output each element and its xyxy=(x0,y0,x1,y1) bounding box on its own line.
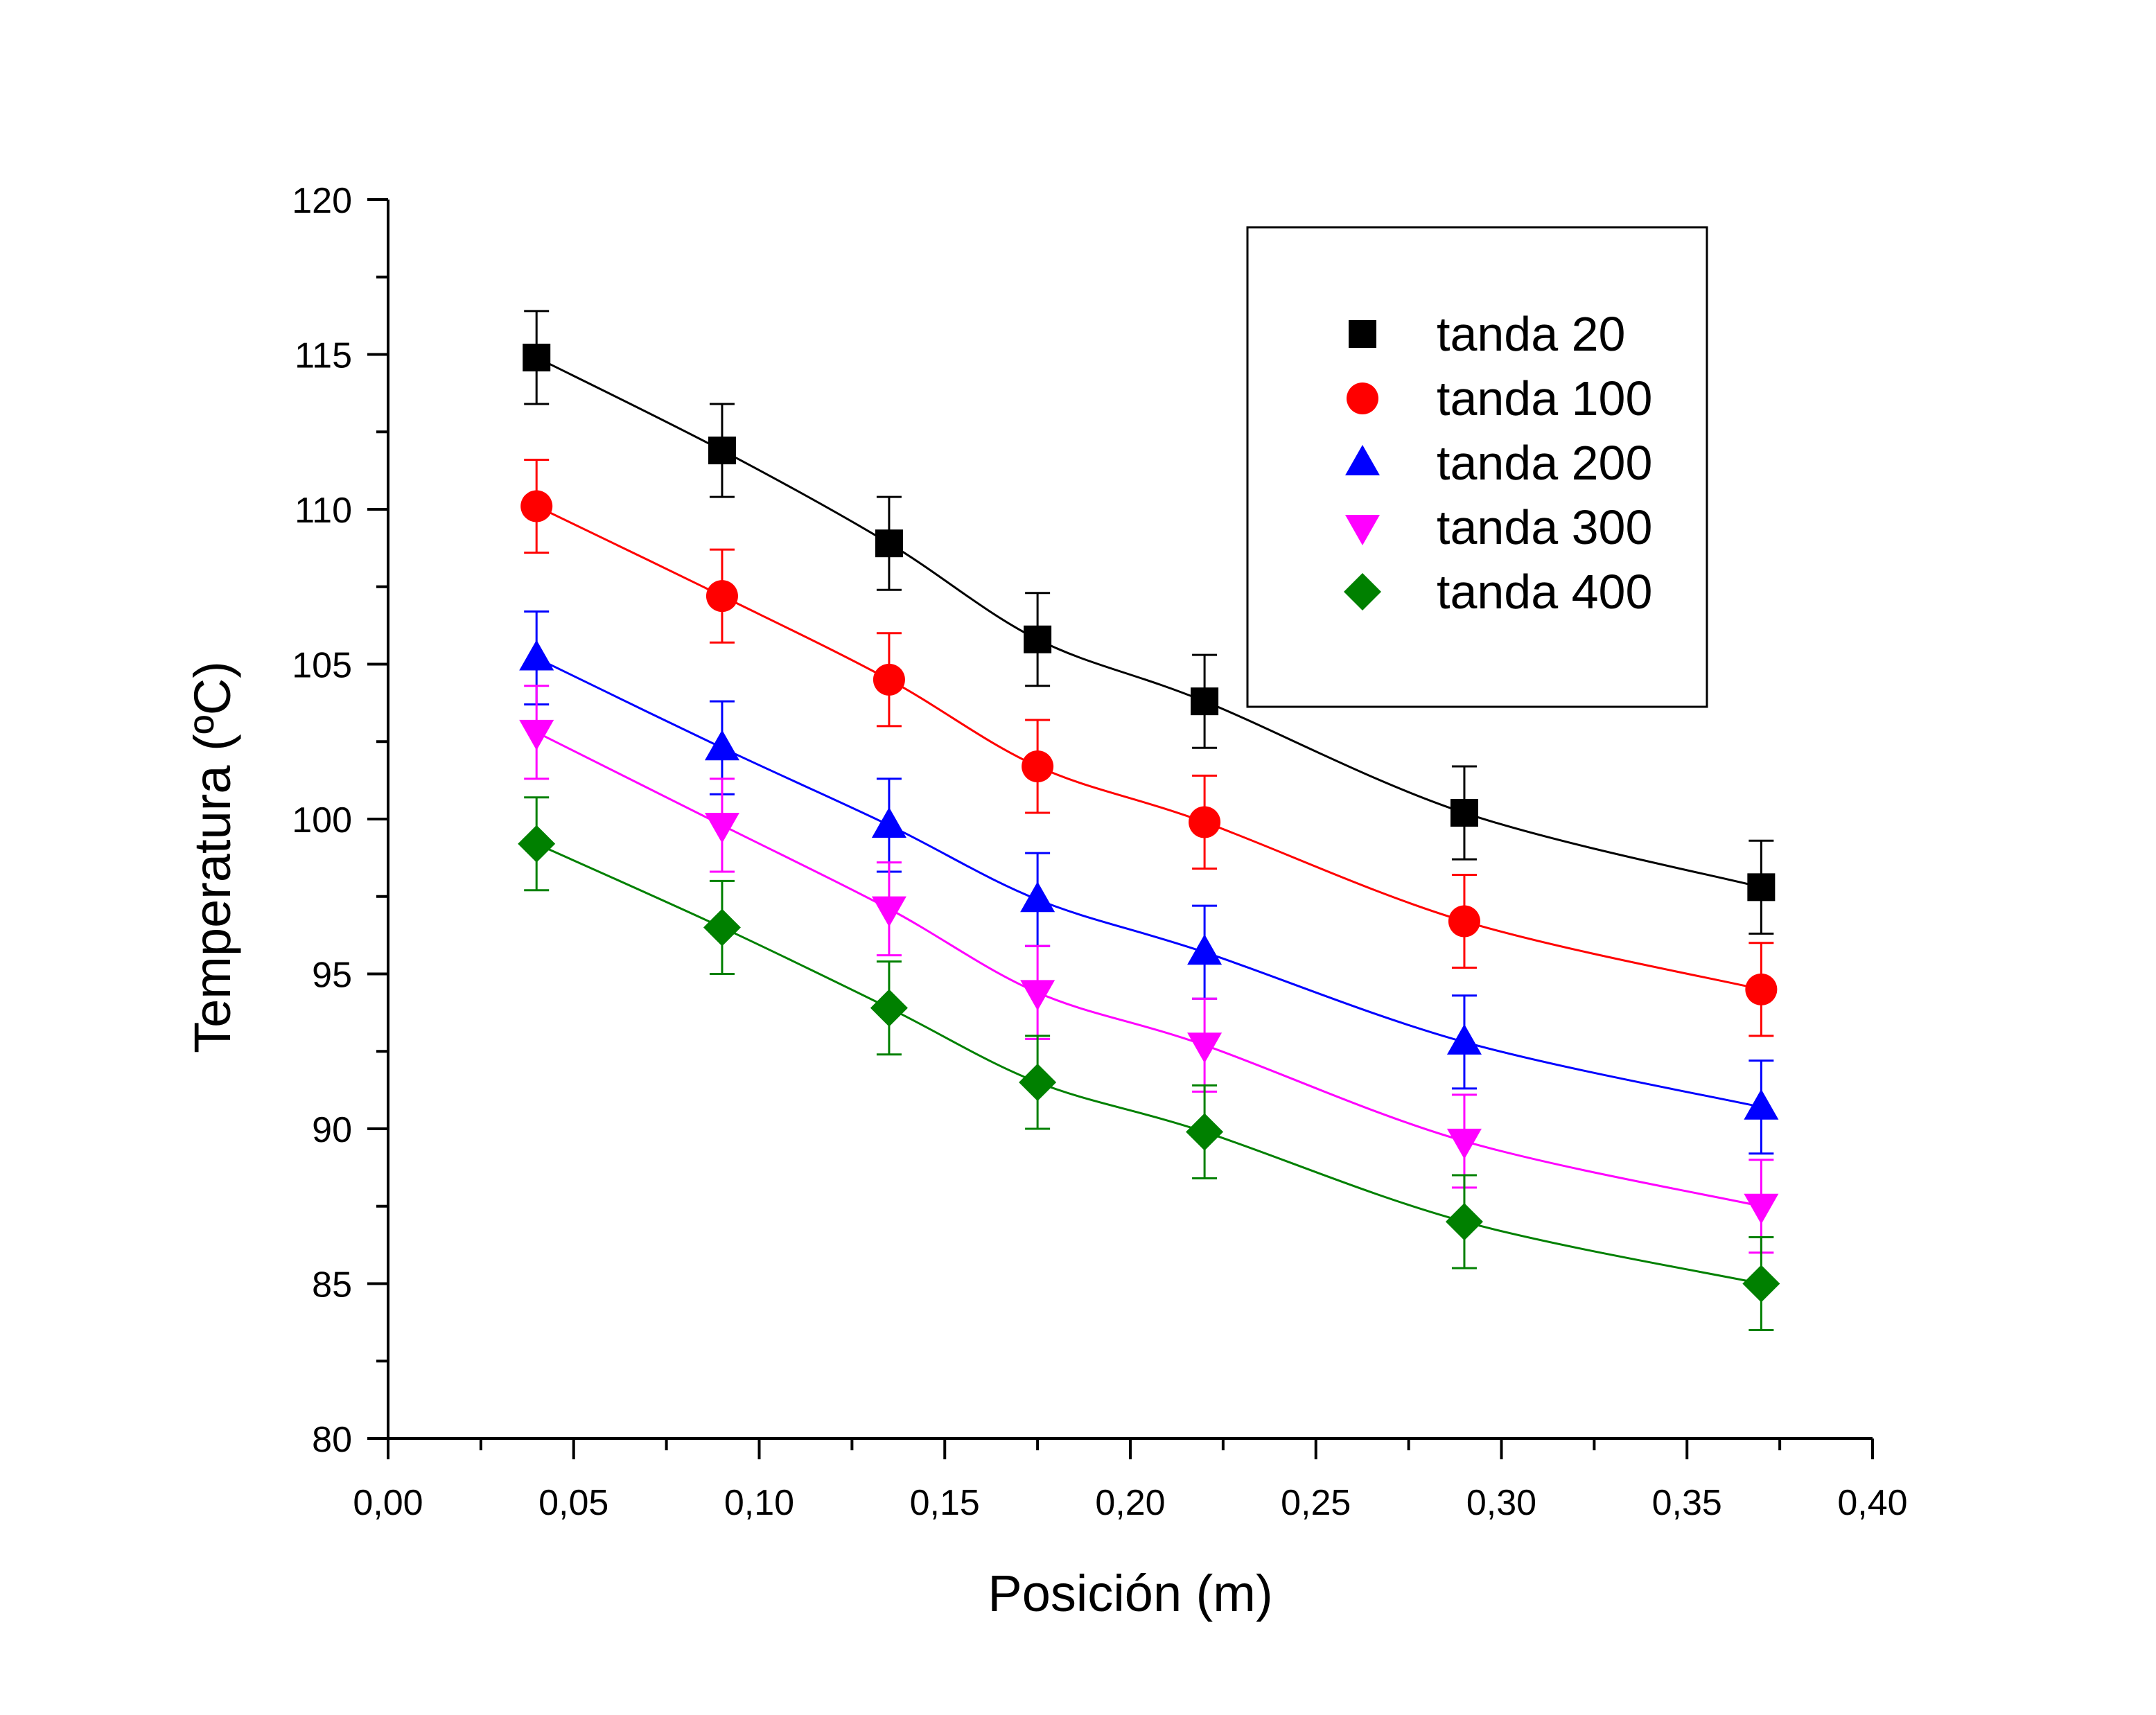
data-point xyxy=(871,896,906,927)
y-tick-label: 110 xyxy=(295,491,352,531)
x-tick-label: 0,40 xyxy=(1837,1483,1907,1523)
data-point xyxy=(703,908,741,947)
legend-label: tanda 100 xyxy=(1437,371,1652,425)
series-tanda-300 xyxy=(519,685,1779,1254)
data-point xyxy=(518,825,556,863)
y-tick-label: 95 xyxy=(312,956,352,996)
y-tick-label: 80 xyxy=(312,1420,352,1460)
data-point xyxy=(1020,980,1055,1011)
legend-label: tanda 400 xyxy=(1437,565,1652,619)
data-point xyxy=(1747,873,1776,902)
x-tick-label: 0,15 xyxy=(910,1483,980,1523)
data-point xyxy=(708,437,736,465)
y-tick-label: 120 xyxy=(292,181,352,221)
data-point xyxy=(1019,1063,1057,1101)
series-tanda-400 xyxy=(518,796,1780,1332)
data-point xyxy=(875,529,903,558)
legend: tanda 20 tanda 100 tanda 200 tanda 300 tanda… xyxy=(1246,226,1708,708)
data-point xyxy=(1020,881,1055,913)
data-point xyxy=(873,663,905,696)
x-tick-label: 0,05 xyxy=(538,1483,608,1523)
series-fit-line xyxy=(536,657,1762,1109)
x-tick-label: 0,20 xyxy=(1095,1483,1165,1523)
legend-label: tanda 200 xyxy=(1437,436,1652,490)
legend-marker xyxy=(1345,515,1380,545)
data-point xyxy=(1191,687,1219,716)
x-tick-label: 0,00 xyxy=(353,1483,423,1523)
data-point xyxy=(870,989,908,1027)
data-point xyxy=(519,640,554,671)
data-point xyxy=(1744,1089,1779,1120)
data-point xyxy=(704,730,739,761)
data-point xyxy=(1187,1032,1222,1064)
y-axis-label: Temperatura (ºC) xyxy=(184,661,241,1053)
y-tick-label: 105 xyxy=(292,646,352,686)
y-tick-label: 85 xyxy=(312,1265,352,1305)
y-axis-ticks: 80 85 90 95 100 105 110 115 120 xyxy=(292,181,388,1460)
data-point xyxy=(1445,1203,1483,1241)
data-point xyxy=(1448,905,1480,938)
legend-marker xyxy=(1349,320,1376,348)
x-tick-label: 0,10 xyxy=(724,1483,794,1523)
data-point xyxy=(1187,934,1222,965)
data-point xyxy=(1189,806,1221,838)
data-point xyxy=(1186,1113,1224,1151)
data-point xyxy=(1745,973,1778,1005)
legend-marker xyxy=(1344,573,1381,610)
data-point xyxy=(871,807,906,838)
legend-marker xyxy=(1347,382,1378,414)
data-point xyxy=(520,490,553,522)
data-point xyxy=(1446,1023,1482,1055)
x-tick-label: 0,25 xyxy=(1281,1483,1351,1523)
data-point xyxy=(1450,799,1478,827)
series-fit-line xyxy=(536,843,1762,1285)
data-point xyxy=(704,812,739,843)
x-tick-label: 0,35 xyxy=(1652,1483,1722,1523)
y-tick-label: 100 xyxy=(292,800,352,841)
data-point xyxy=(1742,1265,1780,1303)
data-point xyxy=(1022,750,1054,783)
data-point xyxy=(519,719,554,750)
y-tick-label: 90 xyxy=(312,1110,352,1150)
series-tanda-100 xyxy=(520,458,1778,1037)
series-tanda-20 xyxy=(523,310,1776,935)
data-point xyxy=(1744,1193,1779,1224)
series-tanda-200 xyxy=(519,610,1779,1155)
data-point xyxy=(705,580,738,613)
x-axis-label: Posición (m) xyxy=(988,1565,1272,1622)
y-tick-label: 115 xyxy=(295,336,352,376)
data-point xyxy=(523,343,551,371)
data-point xyxy=(1446,1128,1482,1159)
data-point xyxy=(1024,625,1052,653)
x-tick-label: 0,30 xyxy=(1466,1483,1536,1523)
legend-label: tanda 20 xyxy=(1437,307,1625,361)
legend-label: tanda 300 xyxy=(1437,500,1652,554)
x-axis-ticks: 0,00 0,05 0,10 0,15 0,20 0,25 0,30 0,35 0,40 xyxy=(353,1439,1908,1523)
series-layer xyxy=(518,310,1780,1332)
legend-marker xyxy=(1345,445,1380,475)
legend-box xyxy=(1246,226,1708,708)
